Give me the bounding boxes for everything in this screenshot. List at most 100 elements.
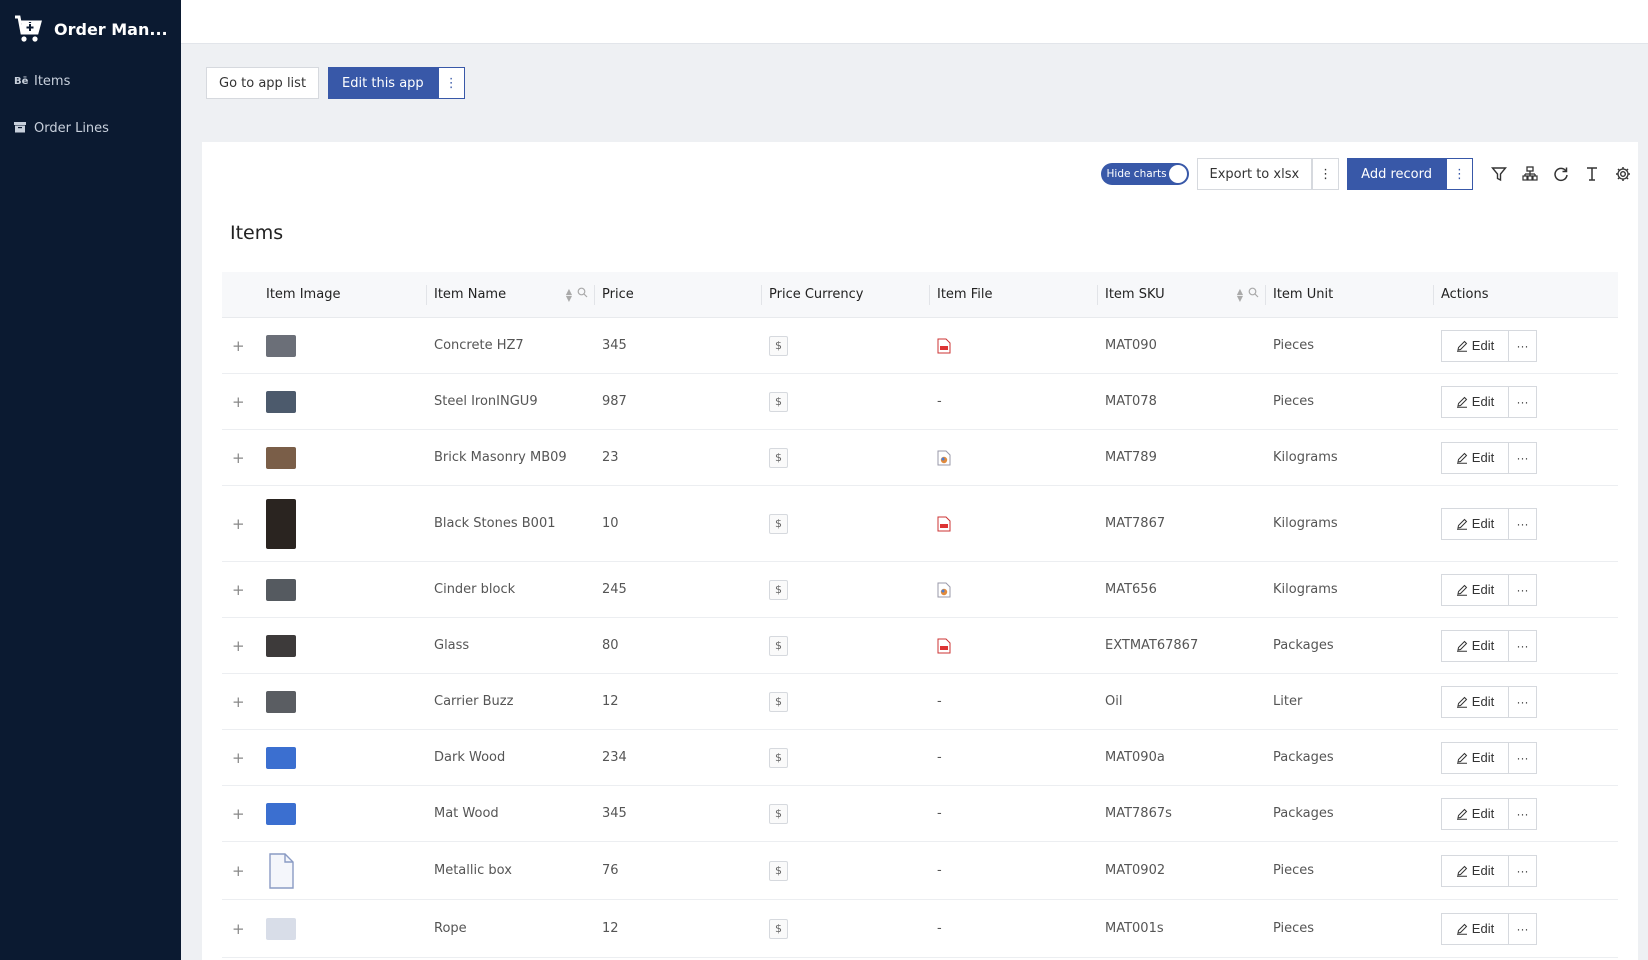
image-file-icon[interactable] (937, 582, 951, 598)
pencil-icon (1456, 865, 1468, 877)
image-file-icon[interactable] (937, 450, 951, 466)
add-record-button[interactable]: Add record (1347, 158, 1446, 190)
hide-charts-toggle[interactable]: Hide charts (1100, 163, 1189, 185)
expand-row-button[interactable]: + (232, 448, 245, 467)
expand-row-button[interactable]: + (232, 804, 245, 823)
row-more-button[interactable]: ··· (1509, 854, 1537, 887)
table-row[interactable]: + Cinder block 245 $ MAT656 Kilograms Edit ··· (222, 562, 1618, 618)
row-more-button[interactable]: ··· (1509, 797, 1537, 830)
cart-plus-icon (15, 15, 42, 42)
items-card: Hide charts Export to xlsx ⋮ Add record … (202, 142, 1638, 960)
item-thumbnail[interactable] (266, 802, 296, 825)
search-icon[interactable] (1248, 287, 1259, 298)
edit-button[interactable]: Edit (1441, 912, 1509, 945)
settings-gear-icon[interactable] (1607, 158, 1638, 190)
expand-row-button[interactable]: + (232, 919, 245, 938)
table-row[interactable]: + Steel IronINGU9 987 $ - MAT078 Pieces Edit ··· (222, 374, 1618, 430)
item-image-cell (258, 334, 426, 357)
column-header-item-sku[interactable]: Item SKU ▲ ▼ (1097, 272, 1265, 317)
item-unit-cell: Packages (1273, 806, 1334, 821)
item-name-cell: Black Stones B001 (434, 516, 556, 531)
expand-row-button[interactable]: + (232, 514, 245, 533)
sidebar: Order Man... Bē Items Order Lines (0, 0, 181, 960)
table-row[interactable]: + Glass 80 $ EXTMAT67867 Packages Edit ··· (222, 618, 1618, 674)
item-unit-cell: Kilograms (1273, 450, 1338, 465)
edit-button[interactable]: Edit (1441, 854, 1509, 887)
table-row[interactable]: + Brick Masonry MB09 23 $ MAT789 Kilograms Edi… (222, 430, 1618, 486)
expand-row-button[interactable]: + (232, 636, 245, 655)
table-row[interactable]: + Black Stones B001 10 $ MAT7867 Kilograms Edi… (222, 486, 1618, 562)
edit-button[interactable]: Edit (1441, 385, 1509, 418)
edit-button[interactable]: Edit (1441, 507, 1509, 540)
expand-cell: + (222, 749, 258, 767)
edit-button[interactable]: Edit (1441, 441, 1509, 474)
row-more-button[interactable]: ··· (1509, 385, 1537, 418)
expand-row-button[interactable]: + (232, 692, 245, 711)
pdf-file-icon[interactable] (937, 338, 951, 354)
item-thumbnail[interactable] (266, 334, 296, 357)
edit-label: Edit (1471, 921, 1495, 936)
expand-row-button[interactable]: + (232, 580, 245, 599)
app-more-options-button[interactable]: ⋮ (437, 67, 465, 99)
edit-this-app-button[interactable]: Edit this app (328, 67, 438, 99)
table-row[interactable]: + Rope 12 $ - MAT001s Pieces Edit ··· (222, 900, 1618, 958)
actions-cell: Edit ··· (1433, 573, 1618, 606)
edit-button[interactable]: Edit (1441, 685, 1509, 718)
item-image-cell (258, 917, 426, 940)
item-thumbnail[interactable] (266, 498, 296, 549)
item-thumbnail[interactable] (266, 390, 296, 413)
row-more-button[interactable]: ··· (1509, 629, 1537, 662)
sidebar-item-items[interactable]: Bē Items (0, 68, 181, 94)
brand[interactable]: Order Man... (0, 0, 181, 58)
row-more-button[interactable]: ··· (1509, 507, 1537, 540)
sort-icon[interactable]: ▲ ▼ (565, 287, 572, 303)
row-more-button[interactable]: ··· (1509, 573, 1537, 606)
row-more-button[interactable]: ··· (1509, 912, 1537, 945)
actions-cell: Edit ··· (1433, 741, 1618, 774)
expand-row-button[interactable]: + (232, 748, 245, 767)
refresh-icon[interactable] (1545, 158, 1576, 190)
table-row[interactable]: + Concrete HZ7 345 $ MAT090 Pieces Edit ··· (222, 318, 1618, 374)
edit-button[interactable]: Edit (1441, 629, 1509, 662)
expand-row-button[interactable]: + (232, 336, 245, 355)
table-row[interactable]: + Dark Wood 234 $ - MAT090a Packages Edit ··· (222, 730, 1618, 786)
sort-icon[interactable]: ▲ ▼ (1236, 287, 1243, 303)
edit-button[interactable]: Edit (1441, 573, 1509, 606)
item-thumbnail[interactable] (266, 446, 296, 469)
pdf-file-icon[interactable] (937, 638, 951, 654)
go-to-app-list-button[interactable]: Go to app list (206, 67, 320, 99)
edit-button[interactable]: Edit (1441, 329, 1509, 362)
top-bar (181, 0, 1648, 44)
item-name-cell: Carrier Buzz (434, 694, 514, 709)
export-xlsx-button[interactable]: Export to xlsx (1196, 158, 1313, 190)
item-name-cell: Dark Wood (434, 750, 506, 765)
edit-button[interactable]: Edit (1441, 797, 1509, 830)
add-record-more-button[interactable]: ⋮ (1446, 158, 1473, 190)
search-icon[interactable] (577, 287, 588, 298)
column-header-item-name[interactable]: Item Name ▲ ▼ (426, 272, 594, 317)
row-more-button[interactable]: ··· (1509, 329, 1537, 362)
hierarchy-icon[interactable] (1514, 158, 1545, 190)
item-thumbnail[interactable] (266, 578, 296, 601)
item-thumbnail[interactable] (266, 634, 296, 657)
filter-icon[interactable] (1483, 158, 1514, 190)
table-row[interactable]: + Carrier Buzz 12 $ - Oil Liter Edit ··· (222, 674, 1618, 730)
expand-row-button[interactable]: + (232, 392, 245, 411)
expand-row-button[interactable]: + (232, 861, 245, 880)
table-row[interactable]: + Mat Wood 345 $ - MAT7867s Packages Edit ··· (222, 786, 1618, 842)
price-currency-cell: $ (761, 391, 929, 412)
pdf-file-icon[interactable] (937, 516, 951, 532)
row-more-button[interactable]: ··· (1509, 685, 1537, 718)
item-thumbnail[interactable] (266, 917, 296, 940)
row-more-button[interactable]: ··· (1509, 741, 1537, 774)
export-more-button[interactable]: ⋮ (1312, 158, 1340, 190)
table-header: Item Image Item Name ▲ ▼ Price Price Curr… (222, 272, 1618, 318)
item-thumbnail[interactable] (266, 746, 296, 769)
table-row[interactable]: + Metallic box 76 $ - MAT0902 Pieces Edit ··· (222, 842, 1618, 900)
item-thumbnail[interactable] (266, 690, 296, 713)
edit-button[interactable]: Edit (1441, 741, 1509, 774)
text-height-icon[interactable] (1576, 158, 1607, 190)
actions-cell: Edit ··· (1433, 629, 1618, 662)
sidebar-item-order-lines[interactable]: Order Lines (0, 115, 181, 141)
row-more-button[interactable]: ··· (1509, 441, 1537, 474)
